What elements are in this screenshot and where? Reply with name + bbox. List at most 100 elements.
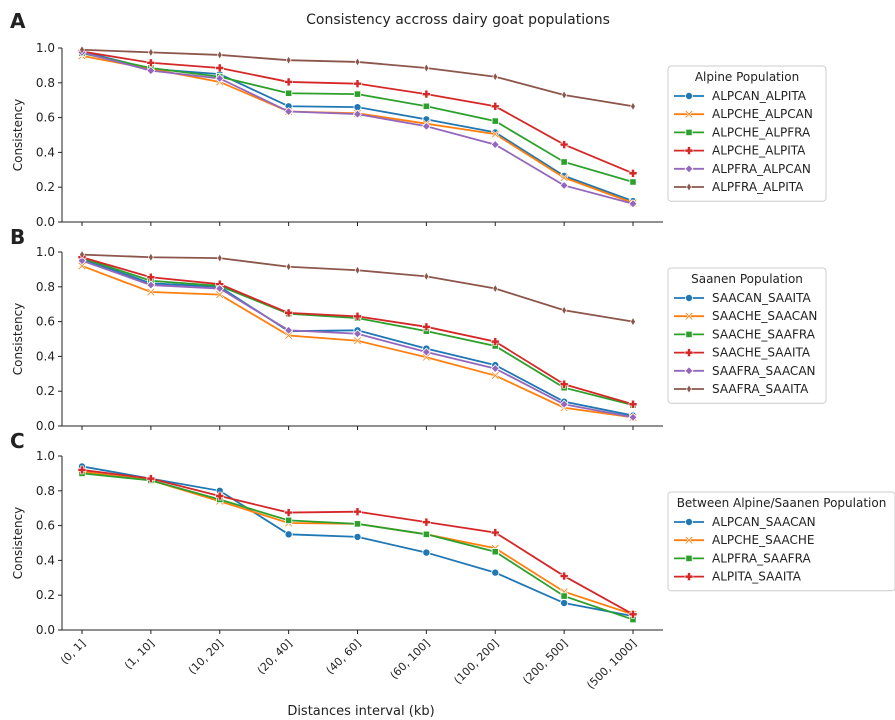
data-point [492,72,498,82]
data-point [285,516,293,524]
y-tick-label: 0.0 [36,215,55,229]
data-point [146,58,156,68]
data-point [491,568,500,577]
data-point [630,101,636,111]
legend-title: Saanen Population [691,272,803,286]
x-tick-label: (200, 500] [520,637,570,687]
legend-entry: SAACHE_SAAITA [712,346,811,360]
data-point [79,250,85,260]
panel-label-a: A [10,9,26,33]
data-point [561,305,567,315]
data-point [215,73,225,84]
y-tick-label: 0.2 [36,588,55,602]
series-alpcan-saacan [78,462,638,621]
x-tick-label: (20, 40] [255,637,295,677]
series-line [81,253,634,323]
y-tick-label: 0.4 [36,145,55,159]
legend-a: Alpine Population ALPCAN_ALPITA ALPCHE_ALP… [667,65,827,202]
data-point [560,599,569,608]
data-point [559,571,569,581]
series-line [81,465,634,617]
data-point [353,532,362,541]
legend-marker [684,366,694,376]
data-point [422,102,430,110]
data-point [490,101,500,111]
data-point [353,79,362,88]
data-point [421,121,431,131]
series-alpfra-alpita [79,45,636,111]
legend-box [667,491,895,592]
series-alpfra-alpcan [77,47,638,209]
data-point [146,280,156,290]
x-tick-label: (0, 1] [58,637,88,667]
legend-entry: ALPCAN_SAACAN [712,515,816,529]
data-point [628,412,638,422]
series-line [81,51,634,205]
legend-c: Between Alpine/Saanen Population ALPCAN_S… [667,491,895,592]
data-point [629,178,637,186]
data-point [217,50,223,60]
y-tick-label: 0.4 [36,349,55,363]
data-point [422,530,430,538]
data-point [490,371,500,380]
legend-title: Alpine Population [695,70,799,84]
x-tick-label: (10, 20] [186,637,226,677]
y-tick-label: 0.0 [36,419,55,433]
data-point [353,90,362,98]
data-point [422,517,431,527]
y-tick-label: 0.4 [36,553,55,567]
data-point [559,140,569,149]
panel-b: B 0.0 0.2 0.4 0.6 0.8 1.0 Consistency Saanen Pop… [10,225,827,433]
legend-marker [684,348,694,357]
legend-entry: ALPFRA_ALPITA [712,180,804,194]
panel-label-c: C [10,429,25,453]
data-point [284,308,293,318]
data-point [284,325,294,335]
data-point [285,89,293,97]
series-line [81,54,634,204]
data-point [490,140,500,150]
figure-title: Consistency accross dairy goat populatio… [306,12,610,28]
data-point [628,168,638,178]
legend-marker [684,311,694,321]
data-point [77,256,87,266]
legend-entry: ALPCHE_ALPFRA [712,125,811,139]
data-point [422,322,431,332]
y-axis-label: Consistency [11,99,25,172]
data-point [559,173,569,183]
data-point [559,180,569,191]
data-point [284,530,293,539]
data-point [353,520,362,528]
data-point [490,528,500,537]
legend-marker [685,293,694,302]
data-point [217,253,223,263]
y-tick-label: 0.0 [36,623,55,637]
legend-entry: ALPCHE_ALPITA [712,144,806,158]
y-tick-label: 0.8 [36,76,55,90]
legend-title: Between Alpine/Saanen Population [677,496,887,510]
data-point [352,109,363,119]
series-alpche-saache [77,467,638,619]
x-tick-label: (40, 60] [324,637,364,677]
series-line [81,470,634,616]
data-point [215,63,225,73]
data-point [354,57,361,67]
x-tick-label: (100, 200] [451,637,501,687]
data-point [353,312,362,321]
data-point [284,77,293,87]
data-point [628,610,638,619]
legend-marker [684,164,694,174]
legend-marker [686,182,692,192]
data-point [422,89,431,99]
legend-marker [685,554,693,563]
data-point [561,90,567,100]
legend-marker [684,146,694,155]
data-point [628,399,638,409]
data-point [559,379,569,389]
data-point [354,265,361,275]
y-tick-label: 1.0 [36,245,55,259]
data-point [215,491,225,501]
data-point [630,317,636,327]
legend-marker [685,518,694,527]
